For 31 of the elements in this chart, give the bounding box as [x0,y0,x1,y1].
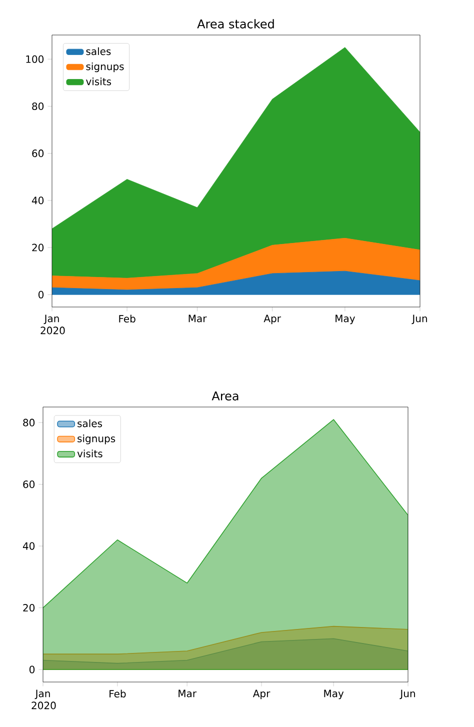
x-tick-label: Jun [412,314,427,324]
x-tick-label: May [324,690,344,700]
x-tick-label: Mar [178,690,197,698]
legend-label: signups [86,62,124,72]
chart-title: Area stacked [197,19,274,28]
y-tick-label: 60 [23,480,35,488]
x-tick-label: Jan 2020 [32,690,56,710]
y-tick-label: 80 [32,102,44,110]
y-tick-label: 80 [23,418,35,426]
x-tick-label: Feb [110,690,126,698]
legend-label: sales [86,47,111,56]
legend-label: signups [78,434,116,444]
legend-label: visits [77,450,102,458]
x-tick-label: Apr [252,690,270,700]
y-tick-label: 60 [32,150,44,158]
y-tick-label: 20 [23,604,35,612]
chart-title: Area [212,392,238,400]
y-tick-label: 0 [38,290,44,298]
y-tick-label: 0 [29,666,35,674]
y-tick-label: 40 [32,196,44,204]
x-tick-label: Jun [400,690,415,700]
x-tick-label: Feb [119,314,136,323]
legend-label: sales [78,419,102,428]
x-tick-label: Jan 2020 [40,314,65,334]
y-tick-label: 40 [22,542,35,550]
x-tick-label: Mar [188,314,207,322]
legend-label: visits [86,78,112,86]
x-tick-label: May [336,314,356,324]
y-tick-label: 20 [32,244,44,252]
x-tick-label: Apr [264,314,281,324]
y-tick-label: 100 [26,55,44,63]
